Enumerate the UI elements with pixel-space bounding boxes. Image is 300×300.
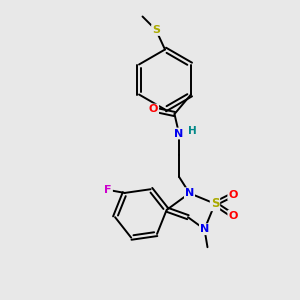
Text: H: H (188, 125, 197, 136)
Text: N: N (200, 224, 209, 234)
Text: O: O (149, 104, 158, 115)
Text: S: S (211, 197, 219, 210)
Text: O: O (228, 211, 238, 221)
Text: F: F (104, 185, 112, 195)
Text: N: N (174, 128, 184, 139)
Text: N: N (185, 188, 194, 198)
Text: S: S (152, 25, 160, 35)
Text: O: O (228, 190, 238, 200)
